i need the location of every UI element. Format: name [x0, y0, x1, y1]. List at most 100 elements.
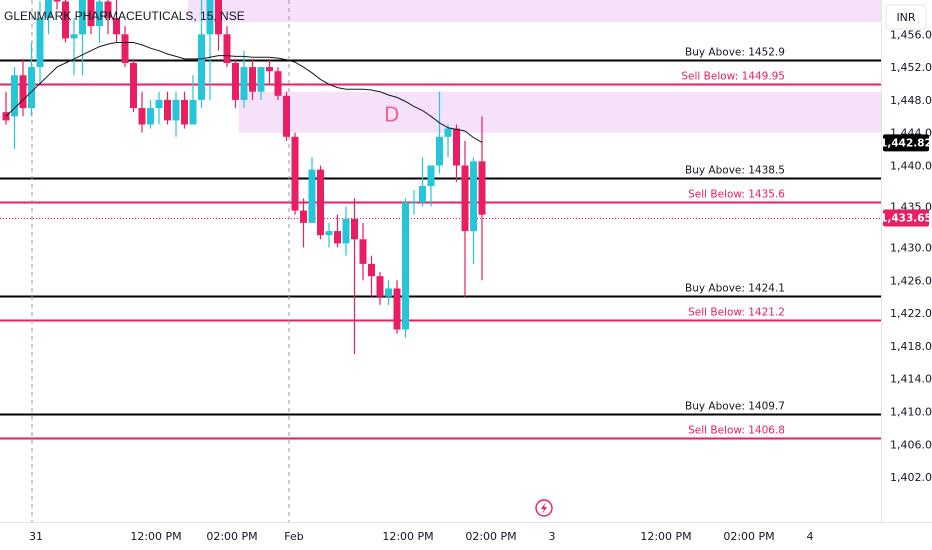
- candle-body: [138, 108, 146, 125]
- supply-demand-zones: D: [188, 0, 881, 133]
- candle: [410, 190, 418, 215]
- candle: [121, 26, 129, 68]
- symbol-title: GLENMARK PHARMACEUTICALS, 15, NSE: [4, 9, 245, 23]
- price-badge-bg: [883, 209, 929, 227]
- candle-body: [470, 161, 477, 232]
- candle: [368, 255, 375, 297]
- candle-body: [317, 169, 324, 236]
- candle: [28, 42, 35, 117]
- candle: [2, 91, 10, 125]
- candle-body: [266, 67, 273, 72]
- candle-body: [300, 210, 307, 223]
- level-label-buy: Buy Above: 1409.7: [685, 401, 785, 413]
- candle: [342, 206, 350, 256]
- candle-body: [172, 99, 180, 121]
- price-badge-text: 1,442.82: [880, 137, 932, 149]
- lightning-icon[interactable]: [535, 499, 553, 517]
- time-tick: 02:00 PM: [723, 530, 774, 543]
- price-tick: 1,422.00: [890, 307, 932, 320]
- candle-body: [325, 231, 333, 236]
- candle-body: [478, 161, 486, 215]
- candle: [53, 0, 61, 10]
- candle-body: [87, 0, 95, 27]
- price-badge: 1,433.65: [880, 209, 932, 227]
- candle-body: [28, 67, 35, 109]
- candle: [376, 272, 384, 305]
- candle-body: [223, 34, 231, 63]
- candle-body: [189, 99, 197, 125]
- candle-body: [240, 67, 248, 100]
- candle-body: [444, 128, 452, 137]
- time-axis[interactable]: 31 12:00 PM 02:00 PM Feb 12:00 PM 02:00 PM 3 12…: [29, 530, 814, 543]
- candle: [189, 75, 197, 125]
- candle-body: [232, 62, 239, 100]
- candle: [334, 214, 341, 248]
- candle: [291, 132, 299, 215]
- currency-label: INR: [896, 11, 915, 24]
- ma-line: [5, 42, 483, 143]
- price-badge-bg: [883, 134, 929, 152]
- level-labels: Buy Above: 1452.9 Sell Below: 1449.95 Buy …: [681, 47, 785, 437]
- candle: [257, 67, 265, 100]
- candle: [147, 99, 154, 129]
- candle: [36, 1, 44, 84]
- candle-body: [410, 202, 418, 204]
- time-tick: 02:00 PM: [206, 530, 257, 543]
- candle-body: [351, 218, 358, 240]
- moving-average: [5, 42, 483, 143]
- price-tick: 1,426.00: [890, 274, 932, 287]
- price-tick: 1,414.00: [890, 373, 932, 386]
- candle-body: [393, 288, 401, 330]
- candle: [62, 0, 69, 43]
- time-tick: 3: [549, 530, 556, 543]
- time-tick: 02:00 PM: [465, 530, 516, 543]
- level-label-sell: Sell Below: 1421.2: [688, 307, 785, 319]
- candle: [266, 58, 273, 84]
- level-label-sell: Sell Below: 1435.6: [688, 189, 785, 201]
- candle: [436, 91, 443, 174]
- candle: [164, 91, 171, 125]
- candle: [87, 0, 95, 35]
- level-label-buy: Buy Above: 1438.5: [685, 165, 785, 177]
- candle-body: [453, 128, 460, 166]
- candle: [325, 222, 333, 248]
- price-axis[interactable]: 1,402.00 1,406.00 1,410.00 1,414.00 1,418.00…: [890, 28, 932, 484]
- candle-body: [427, 165, 435, 186]
- session-separators: [31, 0, 290, 522]
- candle-body: [385, 288, 392, 297]
- time-tick: 4: [807, 530, 814, 543]
- candle: [79, 0, 86, 76]
- candle: [453, 124, 460, 182]
- candle: [96, 0, 103, 43]
- candle-body: [291, 136, 299, 211]
- candle-body: [283, 95, 290, 137]
- candle-body: [198, 34, 205, 100]
- candle: [206, 0, 214, 100]
- candle-body: [419, 185, 426, 203]
- price-badge: 1,442.82: [880, 134, 932, 152]
- price-tick: 1,448.00: [890, 94, 932, 107]
- price-tick: 1,456.00: [890, 28, 932, 41]
- candle-body: [53, 0, 61, 2]
- candle: [215, 0, 222, 51]
- price-tick: 1,406.00: [890, 438, 932, 451]
- candle: [427, 165, 435, 207]
- candle-body: [342, 218, 350, 244]
- candle: [172, 91, 180, 137]
- candle-body: [257, 67, 265, 92]
- candle: [232, 58, 239, 109]
- candle: [283, 91, 290, 141]
- candle: [19, 58, 27, 117]
- candle-body: [155, 99, 163, 109]
- candle: [155, 91, 163, 125]
- candle-body: [19, 75, 27, 109]
- candle-body: [436, 136, 443, 166]
- price-tick: 1,440.00: [890, 159, 932, 172]
- candle: [351, 198, 358, 355]
- candle-body: [402, 202, 409, 330]
- candle: [444, 124, 452, 158]
- currency-button[interactable]: [885, 4, 927, 30]
- candle-body: [45, 0, 52, 18]
- time-tick: 12:00 PM: [130, 530, 181, 543]
